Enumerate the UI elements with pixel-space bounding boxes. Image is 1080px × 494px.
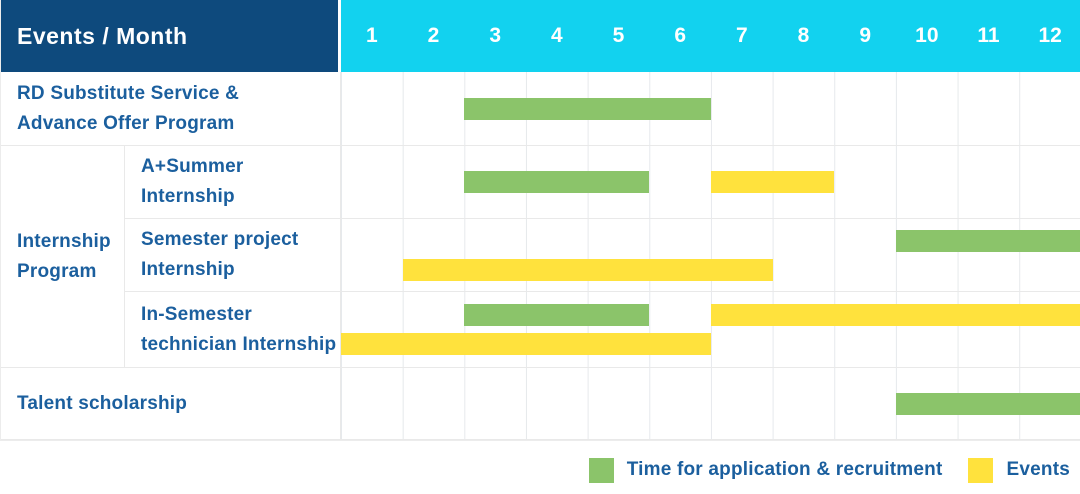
month-label-6: 6 [674,24,686,47]
chart-row [341,72,1080,146]
row-label: A+Summer Internship [125,146,341,219]
event-bar [711,304,1080,326]
month-label-1: 1 [365,24,378,47]
row-label-line: Internship [141,259,235,280]
application-recruitment-bar [896,392,1080,415]
application-recruitment-bar [464,171,650,193]
row-label: Talent scholarship [1,368,341,440]
month-header-row: 1 2 3 4 5 6 7 8 9 10 11 12 [341,0,1080,72]
chart-row [341,146,1080,219]
row-label-line: Advance Offer Program [17,112,235,134]
row-label: RD Substitute Service & Advance Offer Pro… [1,72,341,146]
legend-item-events: Events [968,457,1070,483]
application-recruitment-bar [896,229,1080,252]
bar-lane [341,258,1080,281]
chart-row [341,292,1080,368]
group-label-line: Program [17,260,97,282]
month-label-11: 11 [977,24,1000,47]
month-label-7: 7 [735,24,748,47]
row-label-line: technician Internship [141,333,337,355]
event-bar [341,333,711,355]
legend: Time for application & recruitment Event… [0,452,1080,488]
row-label-line: RD Substitute Service & [17,82,240,104]
row-label-line: Semester project [141,229,299,250]
application-recruitment-bar [464,304,650,326]
table-header-cell: Events / Month [1,0,341,72]
bar-lane [341,97,1080,120]
month-label-8: 8 [797,24,810,47]
chart-row [341,368,1080,440]
legend-label: Time for application & recruitment [626,459,943,480]
month-label-5: 5 [612,24,625,47]
month-label-2: 2 [427,24,440,47]
events-swatch-icon [968,457,994,483]
event-bar [711,171,835,193]
month-label-10: 10 [915,24,939,47]
application-recruitment-swatch-icon [588,457,614,483]
bar-lane [341,304,1080,326]
row-label: Semester project Internship [125,219,341,292]
page-title: Events / Month [17,22,188,49]
bar-lane [341,171,1080,193]
month-label-12: 12 [1038,24,1062,47]
month-label-4: 4 [550,24,563,47]
group-cell-internship-program: Internship Program [1,146,125,368]
row-label: In-Semester technician Internship [125,292,341,368]
event-bar [402,258,773,281]
row-label-line: Internship [141,186,235,207]
month-label-9: 9 [859,24,871,47]
row-label-line: A+Summer [141,156,244,177]
row-label-line: In-Semester [141,303,252,325]
bar-lane [341,392,1080,415]
legend-item-application: Time for application & recruitment [588,457,943,483]
bar-lane [341,333,1080,355]
legend-label: Events [1006,459,1070,480]
bar-lane [341,229,1080,252]
row-label-line: Talent scholarship [17,392,188,414]
group-label-line: Internship [17,230,111,252]
chart-row [341,219,1080,292]
events-month-table: Events / Month 1 2 3 4 5 6 7 8 9 10 11 12 Internshi… [0,0,1080,441]
application-recruitment-bar [464,97,711,120]
month-label-3: 3 [489,24,501,47]
